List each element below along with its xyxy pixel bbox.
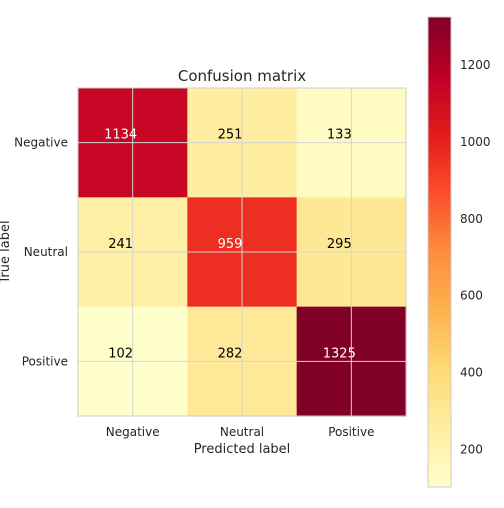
x-tick-label: Positive [328, 425, 374, 439]
colorbar-tick-label: 400 [460, 365, 483, 379]
colorbar [427, 16, 452, 488]
cell-value-label: 133 [327, 128, 352, 143]
y-tick-label: Positive [22, 354, 68, 368]
chart-title: Confusion matrix [178, 67, 306, 85]
cell-value-label: 251 [218, 128, 243, 143]
cell-value-label: 102 [108, 346, 133, 361]
colorbar-tick-label: 800 [460, 212, 483, 226]
plot-frame [77, 87, 407, 417]
cell-value-label: 959 [218, 237, 243, 252]
colorbar-tick-label: 1000 [460, 135, 491, 149]
y-tick-label: Neutral [24, 245, 68, 259]
gridlines [78, 88, 406, 416]
y-tick-label: Negative [14, 136, 68, 150]
colorbar-tick-label: 1200 [460, 58, 491, 72]
x-tick-label: Negative [106, 425, 160, 439]
colorbar-tick-labels: 200 400 600 800 1000 1200 [460, 58, 491, 456]
axis-tick-labels: Negative Neutral Positive Negative Neutral Po… [14, 136, 374, 439]
x-axis-label: Predicted label [194, 442, 291, 457]
x-tick-label: Neutral [220, 425, 264, 439]
cell-value-label: 1134 [104, 128, 137, 143]
cell-value-label: 1325 [323, 346, 356, 361]
cell-value-label: 282 [218, 346, 243, 361]
y-axis-label: True label [0, 220, 13, 284]
cell-value-label: 295 [327, 237, 352, 252]
cell-value-labels: 1134 251 133 241 959 295 102 282 1325 [104, 128, 356, 362]
colorbar-tick-label: 600 [460, 289, 483, 303]
colorbar-tick-label: 200 [460, 442, 483, 456]
cell-value-label: 241 [108, 237, 133, 252]
